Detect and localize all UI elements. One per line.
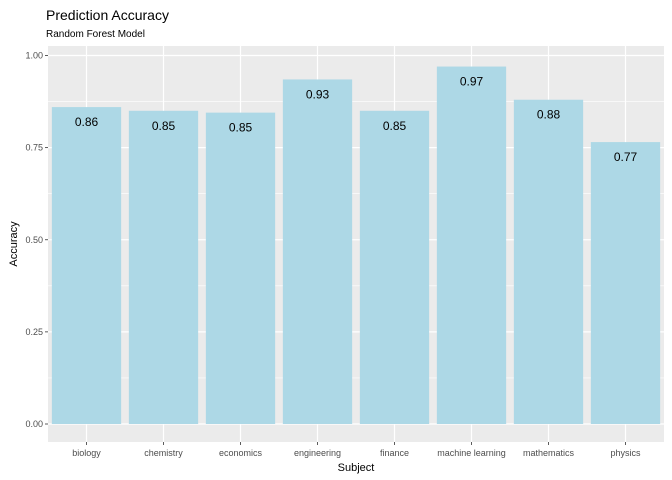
bar-physics [590,142,661,424]
bar-economics [205,112,276,425]
data-label: 0.97 [460,75,484,89]
data-label: 0.85 [152,119,176,133]
bar-biology [51,107,122,424]
bar-machine-learning [436,66,507,425]
bars [51,66,661,425]
y-axis: 0.00 0.25 0.50 0.75 1.00 [25,51,48,429]
x-axis-title: Subject [338,462,375,474]
x-tick-label: finance [380,448,409,458]
x-tick-label: economics [219,448,263,458]
bar-finance [359,110,430,425]
x-tick-label: physics [610,448,641,458]
x-tick-label: machine learning [437,448,506,458]
y-tick-label: 0.50 [25,235,43,245]
bar-engineering [282,79,353,424]
x-tick-label: mathematics [523,448,575,458]
data-label: 0.88 [537,108,561,122]
bar-mathematics [513,99,584,424]
y-axis-title: Accuracy [8,221,20,267]
x-tick-label: biology [72,448,101,458]
data-labels: 0.86 0.85 0.85 0.93 0.85 0.97 0.88 0.77 [75,75,638,165]
data-label: 0.86 [75,115,99,129]
x-tick-label: engineering [294,448,341,458]
chart-subtitle: Random Forest Model [46,29,145,40]
chart-title: Prediction Accuracy [46,7,169,23]
data-label: 0.85 [383,119,407,133]
y-tick-label: 0.75 [25,143,43,153]
data-label: 0.77 [614,150,638,164]
y-tick-label: 0.00 [25,419,43,429]
data-label: 0.93 [306,87,330,101]
bar-chemistry [128,110,199,425]
data-label: 0.85 [229,121,253,135]
y-tick-label: 1.00 [25,51,43,61]
x-axis: biology chemistry economics engineering fina… [72,442,641,458]
y-tick-label: 0.25 [25,327,43,337]
x-tick-label: chemistry [144,448,183,458]
